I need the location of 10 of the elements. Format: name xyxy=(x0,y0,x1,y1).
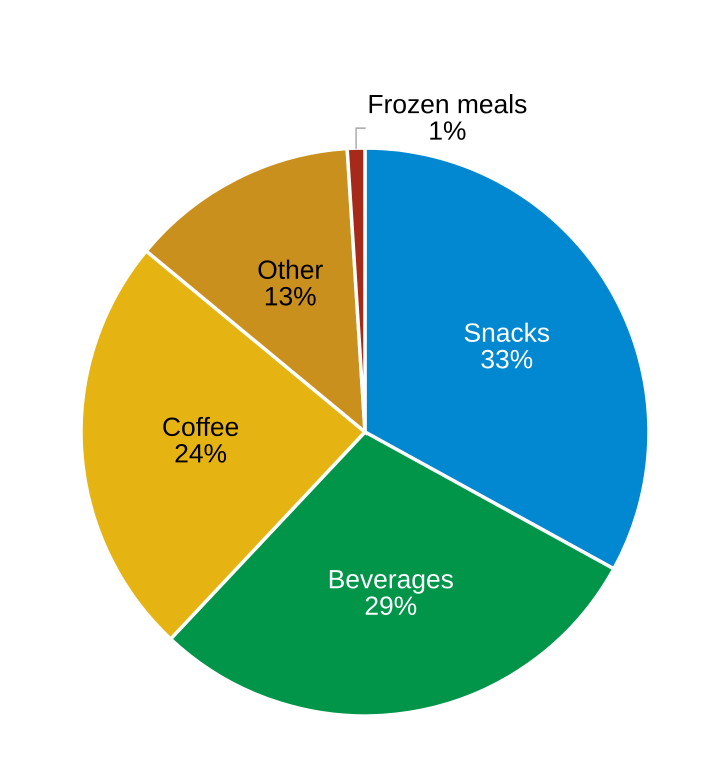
slice-label: Other xyxy=(258,260,323,280)
slice-label: Beverages xyxy=(330,570,453,594)
data-label: 1% xyxy=(430,121,466,140)
data-label: 29% xyxy=(366,596,416,616)
slice-label: Frozen meals xyxy=(370,94,526,114)
data-label: 13% xyxy=(266,286,316,306)
slice-label: Snacks xyxy=(464,322,550,342)
slice-label: Coffee xyxy=(163,416,238,436)
data-label: 24% xyxy=(176,444,226,463)
data-label: 33% xyxy=(481,350,532,368)
